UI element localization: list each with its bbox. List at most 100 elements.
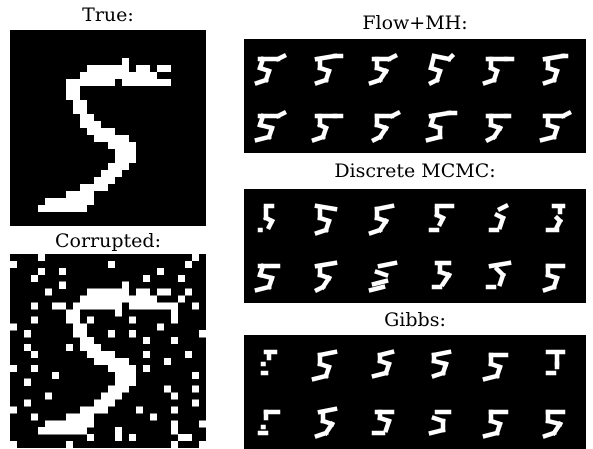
corrupted-digit-pixel [94,357,102,365]
corrupted-digit-pixel [192,302,200,310]
corrupted-digit-pixel [129,295,137,303]
corrupted-digit-pixel [24,399,32,407]
gibbs-sample-stroke [431,349,452,358]
flow-mh-sample [254,52,288,86]
corrupted-digit-pixel [31,302,39,310]
corrupted-digit-pixel [136,295,144,303]
gibbs-sample-stroke [431,370,446,379]
corrupted-digit-pixel [143,302,151,310]
discrete-mcmc-sample-stroke [371,278,389,287]
corrupted-digit-pixel [66,309,74,317]
true-digit-pixel [80,121,88,129]
corrupted-digit-pixel [122,385,130,393]
flow-mh-sample-stroke [314,77,329,86]
corrupted-digit-pixel [129,330,137,338]
discrete-mcmc-sample-stroke [497,272,506,287]
true-digit-pixel [94,79,102,87]
flow-mh-sample [539,109,573,143]
corrupted-digit-pixel [157,288,165,296]
gibbs-sample [311,349,338,382]
true-digit-pixel [66,191,74,199]
corrupted-digit-pixel [66,427,74,435]
corrupted-digit-pixel [199,420,206,428]
true-digit-pixel [122,58,130,66]
corrupted-digit-pixel [80,406,88,414]
corrupted-digit-pixel [143,364,151,372]
true-digit-pixel [94,184,102,192]
corrupted-digit-pixel [87,337,95,345]
discrete-mcmc-sample-stroke [265,217,276,231]
true-digit-pixel [94,177,102,185]
true-digit-pixel [122,149,130,157]
corrupted-digit-pixel [101,288,109,296]
gibbs-sample-stroke [314,430,329,439]
true-digit-pixel [66,205,74,213]
true-digit-pixel [108,170,116,178]
corrupted-digit-pixel [108,357,116,365]
discrete-mcmc-sample [488,202,510,233]
flow-mh-samples-panel [244,39,586,153]
corrupted-digit-pixel [31,316,39,324]
corrupted-digit-pixel [101,357,109,365]
corrupted-digit-pixel [136,406,144,414]
true-digit-pixel [80,198,88,206]
true-digit-pixel [129,156,137,164]
true-digit-pixel [143,79,151,87]
true-digit-pixel [87,72,95,80]
true-digit-pixel [157,65,165,73]
corrupted-digit-pixel [122,281,130,289]
corrupted-digit-pixel [73,316,81,324]
corrupted-digit-pixel [80,302,88,310]
discrete-mcmc-sample [431,260,453,290]
corrupted-digit-pixel [108,288,116,296]
true-digit-pixel [80,107,88,115]
corrupted-digit-pixel [185,288,193,296]
discrete-mcmc-sample [254,263,281,293]
gibbs-sample [371,409,395,436]
corrupted-digit-pixel [52,420,60,428]
corrupted-digit-pixel [59,427,67,435]
gibbs-sample [482,409,509,439]
true-digit-pixel [73,198,81,206]
true-digit-pixel [87,65,95,73]
true-digit-pixel [101,184,109,192]
true-digit-pixel [101,135,109,143]
true-digit-pixel [59,205,67,213]
corrupted-digit-pixel [24,330,32,338]
true-digit-pixel [45,205,53,213]
true-digit-pixel [45,198,53,206]
corrupted-digit-pixel [24,344,32,352]
true-digit-pixel [66,198,74,206]
corrupted-digit-pixel [185,260,193,268]
flow-mh-sample-stroke [539,134,557,143]
true-digit-pixel [66,86,74,94]
corrupted-digit-pixel [157,302,165,310]
true-digit-pixel [94,65,102,73]
flow-mh-sample-stroke [274,52,288,63]
corrupted-digit-pixel [171,392,179,400]
corrupted-digit-pixel [143,337,151,345]
corrupted-digit-pixel [59,267,67,275]
true-digit-pixel [87,128,95,136]
true-digit-pixel [80,205,88,213]
corrupted-digit-pixel [66,441,74,448]
corrupted-digit-pixel [101,399,109,407]
gibbs-sample-stroke [371,370,389,379]
corrupted-digit-pixel [129,371,137,379]
corrupted-digit-pixel [31,413,39,421]
discrete-mcmc-samples-grid [254,202,566,294]
corrupted-digit-pixel [101,351,109,359]
corrupted-digit-pixel [73,420,81,428]
gibbs-sample [428,409,452,436]
corrupted-digit-pixel [143,288,151,296]
true-digit-pixel [73,86,81,94]
corrupted-digit-pixel [45,288,53,296]
true-digit-pixel [136,79,144,87]
true-digit-pixel [94,72,102,80]
discrete-mcmc-sample-stroke [497,215,506,230]
corrupted-digit-pixel [108,399,116,407]
corrupted-digit-pixel [87,406,95,414]
corrupted-digit-pixel [185,351,193,359]
true-digit-pixel [101,72,109,80]
discrete-mcmc-sample [313,260,338,294]
